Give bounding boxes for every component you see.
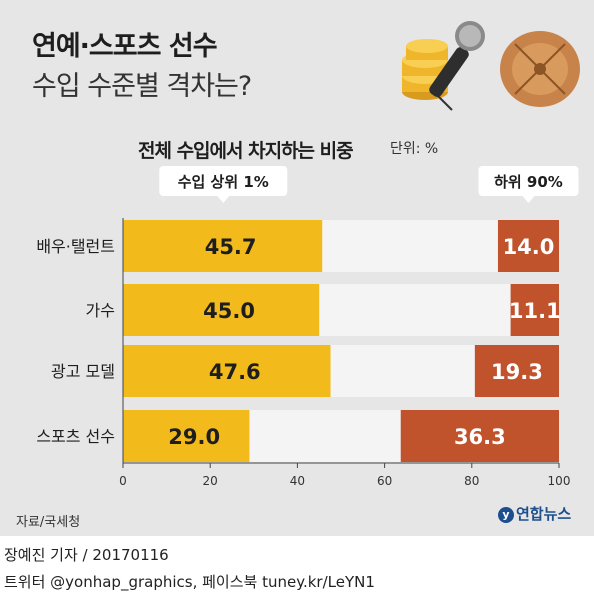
bar-top1-2 [123,345,331,397]
infographic-card: 연예·스포츠 선수 수입 수준별 격차는? 전체 수입에서 차지하는 비중 단위… [0,0,594,536]
chart-subtitle: 전체 수입에서 차지하는 비중 [138,140,354,162]
agency-logo: y 연합뉴스 [498,503,571,524]
bar-bottom90-0 [497,220,559,272]
unit-label: 단위: % [390,141,439,157]
byline: 장예진 기자 / 20170116 [4,546,169,564]
x-tick-label-0: 0 [119,474,127,488]
social-links: 트위터 @yonhap_graphics, 페이스북 tuney.kr/LeYN… [4,573,375,591]
baseball-glove-icon [500,31,580,107]
data-label-bottom90-2: 19.3 [491,360,543,384]
x-tick-label-3: 60 [377,474,392,488]
x-tick-label-4: 80 [464,474,479,488]
legend-bottom90-pointer [522,196,535,203]
data-label-bottom90-1: 11.1 [509,299,561,323]
bar-top1-0 [123,220,323,272]
data-label-bottom90-3: 36.3 [454,425,506,449]
x-tick-label-1: 20 [203,474,218,488]
category-label-0: 배우·탤런트 [36,237,115,256]
illustration [402,21,580,111]
data-label-top1-1: 45.0 [203,299,255,323]
category-label-3: 스포츠 선수 [36,427,115,446]
microphone-icon [429,21,485,111]
x-tick-label-5: 100 [548,474,571,488]
legend-bottom90-label: 하위 90% [494,173,563,191]
logo-text: 연합뉴스 [516,505,572,523]
data-label-top1-3: 29.0 [168,425,220,449]
bar-top1-3 [123,410,250,462]
legend-top1-box [159,166,288,196]
title-line-1: 연예·스포츠 선수 [32,31,218,62]
bar-chart: 수입 상위 1% 하위 90% 45.7 14.0 배우·탤런트 45.0 11.1 가수 47… [36,166,579,488]
data-label-top1-0: 45.7 [205,235,257,259]
data-label-top1-2: 47.6 [209,360,261,384]
source-label: 자료/국세청 [16,515,81,530]
data-label-bottom90-0: 14.0 [503,235,555,259]
legend-top1-pointer [217,196,230,203]
bar-top1-1 [123,284,320,336]
coins-icon [402,39,448,100]
category-label-2: 광고 모델 [51,362,115,381]
legend-top1-label: 수입 상위 1% [178,173,269,191]
category-label-1: 가수 [86,301,115,320]
bar-bottom90-2 [474,345,559,397]
logo-icon: y [498,506,514,523]
bar-bottom90-3 [400,410,559,462]
bar-bottom90-1 [510,284,559,336]
title-line-2: 수입 수준별 격차는? [32,71,252,102]
x-tick-label-2: 40 [290,474,305,488]
legend-bottom90-box [478,166,579,196]
